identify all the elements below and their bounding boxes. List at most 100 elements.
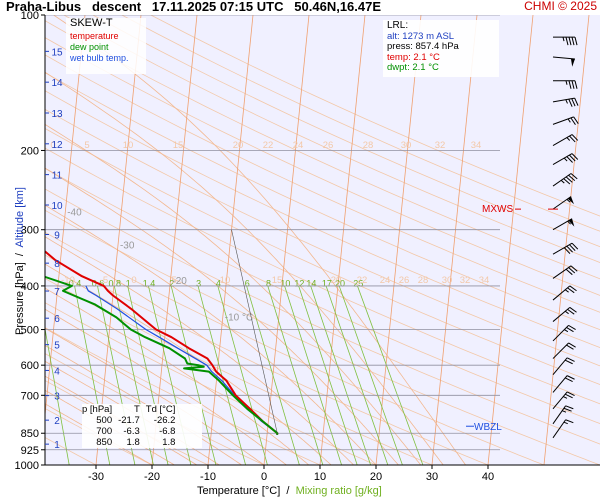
level-table-header-cell: T [133,404,140,415]
level-table-cell: 500 [96,415,113,426]
dewpoint-profile [45,275,279,435]
lrl-box: LRL: alt: 1273 m ASL press: 857.4 hPa te… [383,20,499,77]
lrl-press: press: 857.4 hPa [387,41,459,52]
x-tick-label: 40 [482,471,494,483]
isotherm-label: -20 [172,276,187,287]
mixing-ratio-label: 2 [169,278,174,288]
wind-barb-full [571,80,575,89]
wind-barb-full [566,375,575,380]
level-table-cell: -21.7 [118,415,140,426]
isotherm-line [207,15,254,465]
level-table-row: 850 1.8 1.8 [82,437,181,448]
mixing-ratio-line [217,285,268,465]
wind-barb-staff [552,391,568,410]
altitude-tick-label: 8 [54,259,60,270]
wind-barb-half [567,118,571,123]
altitude-tick-label: 15 [51,47,63,58]
mixing-ratio-label: 1.4 [143,278,156,288]
wind-barb-full [563,407,572,412]
moist-adiabat-label: -10 [61,275,75,286]
moist-adiabat-label: 15 [272,275,283,286]
altitude-tick-label: 10 [51,201,63,212]
dry-adiabat-line [45,37,600,296]
wind-barb-full [571,37,575,46]
x-axis-label-temperature: Temperature [°C] [197,485,281,497]
wind-barb-flag [570,58,575,67]
mixing-ratio-label: 6 [245,278,250,288]
wind-barb-full [573,116,579,124]
wind-barb-full [568,324,576,331]
wind-barb [552,324,576,342]
mixing-ratio-label: 0.8 [109,278,122,288]
mixing-ratio-line [310,285,371,465]
altitude-tick-label: 3 [54,392,60,403]
lrl-temp: temp: 2.1 °C [387,51,440,63]
wind-barb-half [563,396,568,399]
mixing-ratio-line [267,285,324,465]
x-tick-label: -10 [200,471,216,483]
y-tick-label: 1000 [15,460,39,472]
isotherm-label: -10 °C [225,312,253,323]
altitude-tick-label: 6 [54,314,60,325]
wind-barb-half [564,289,569,293]
wind-barb-full [568,174,576,181]
y-tick-label: 300 [21,225,39,237]
wind-barb-full [567,308,575,315]
dry-adiabat-line [45,209,600,465]
wind-barb-staff [552,325,569,342]
wind-barb-staff [552,357,568,376]
altitude-tick-label: 1 [54,440,60,451]
wind-barb [552,97,579,107]
dry-adiabat-line [45,167,600,425]
wind-barb [552,218,575,231]
isotherm-line [45,15,86,420]
temperature-profile [45,250,279,435]
wind-barb-full [565,37,569,46]
wind-barb-full [567,287,575,294]
wind-barb-half [563,421,568,425]
dry-adiabat-line [45,188,600,445]
mixing-ratio-label: 12 [294,278,304,288]
wind-barb-staff [552,116,574,125]
mixing-ratio-line [338,285,403,465]
wind-barb-full [571,134,579,141]
x-tick-label: -30 [88,471,104,483]
y-tick-label: 400 [21,281,39,293]
legend-item-dewpoint: dew point [70,42,109,52]
lrl-heading: LRL: [387,20,409,31]
wind-barb-full [571,98,576,107]
legend: SKEW-T temperature dew point wet bulb te… [66,18,146,74]
wind-barb-staff [552,285,571,301]
wind-barb-full [569,244,576,251]
mixing-ratio-line [284,285,342,465]
wind-barb [552,134,579,146]
wind-barb-full [568,342,576,348]
legend-item-temperature: temperature [70,31,119,41]
wind-barb-full [564,393,573,399]
isotherm-line [487,15,534,465]
wind-barb-staff [552,134,573,146]
level-table-header: p [hPa] T Td [°C] [82,404,181,415]
wind-barb [552,173,578,187]
wind-barb [552,265,578,279]
isotherm-line [95,15,142,465]
wind-barb-full [566,327,574,333]
dry-adiabat-line [121,15,600,232]
isotherm-label: -30 [120,240,135,251]
x-tick-label: 0 [261,471,267,483]
isotherm-label: -40 [67,208,82,219]
moist-adiabat-label: 24 [293,140,304,151]
wind-barb-full [569,154,576,162]
level-table-cell: -6.8 [159,426,176,437]
dry-adiabat-line [45,147,600,405]
wind-barb-staff [552,342,569,359]
wind-barb-staff [552,242,573,255]
altitude-tick-label: 14 [51,78,63,89]
altitude-tick-label: 4 [54,366,60,377]
level-table-cell: 850 [96,437,113,448]
moist-adiabat-label: 5 [171,275,176,286]
wind-barb [552,285,577,301]
sounding-title: Praha-Libus descent 17.11.2025 07:15 UTC… [6,0,382,14]
wind-barb-full [566,245,573,253]
isotherm-line [543,15,590,465]
